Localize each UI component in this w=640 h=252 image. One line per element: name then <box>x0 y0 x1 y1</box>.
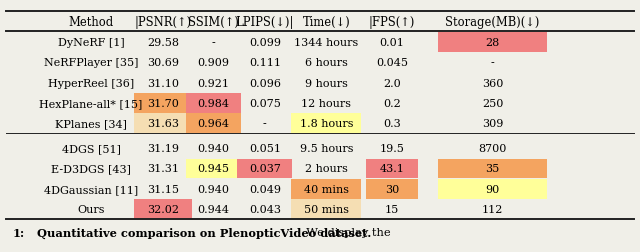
Bar <box>367 159 418 179</box>
Bar <box>134 199 192 219</box>
Text: 4DGaussian [11]: 4DGaussian [11] <box>44 184 138 194</box>
Text: 0.099: 0.099 <box>249 38 281 48</box>
Text: 0.3: 0.3 <box>383 119 401 129</box>
Text: E-D3DGS [43]: E-D3DGS [43] <box>51 164 131 174</box>
Text: 9 hours: 9 hours <box>305 78 348 88</box>
Text: 8700: 8700 <box>478 143 507 153</box>
Text: DyNeRF [1]: DyNeRF [1] <box>58 38 124 48</box>
Text: 6 hours: 6 hours <box>305 58 348 68</box>
Text: HexPlane-all* [15]: HexPlane-all* [15] <box>40 99 143 109</box>
Text: |PSNR(↑): |PSNR(↑) <box>134 16 192 29</box>
Text: 29.58: 29.58 <box>147 38 179 48</box>
Text: 0.984: 0.984 <box>197 99 229 109</box>
Text: 0.940: 0.940 <box>197 143 229 153</box>
Text: 0.940: 0.940 <box>197 184 229 194</box>
Text: 0.037: 0.037 <box>249 164 281 174</box>
Text: KPlanes [34]: KPlanes [34] <box>55 119 127 129</box>
Text: 31.31: 31.31 <box>147 164 179 174</box>
Text: 31.10: 31.10 <box>147 78 179 88</box>
Text: 0.909: 0.909 <box>197 58 229 68</box>
Text: 30.69: 30.69 <box>147 58 179 68</box>
Text: 31.70: 31.70 <box>147 99 179 109</box>
Text: 112: 112 <box>482 204 503 214</box>
Bar <box>367 179 418 199</box>
Bar <box>134 114 192 134</box>
Text: 1.8 hours: 1.8 hours <box>300 119 353 129</box>
Text: 15: 15 <box>385 204 399 214</box>
Text: 31.19: 31.19 <box>147 143 179 153</box>
Bar <box>291 199 362 219</box>
Text: 40 mins: 40 mins <box>304 184 349 194</box>
Text: 0.964: 0.964 <box>197 119 229 129</box>
Text: Time(↓): Time(↓) <box>302 16 350 29</box>
Text: 360: 360 <box>482 78 503 88</box>
Text: 0.051: 0.051 <box>249 143 281 153</box>
Text: 31.15: 31.15 <box>147 184 179 194</box>
Bar <box>186 159 241 179</box>
Text: 0.111: 0.111 <box>249 58 281 68</box>
Text: 2.0: 2.0 <box>383 78 401 88</box>
Text: 0.045: 0.045 <box>376 58 408 68</box>
Text: 9.5 hours: 9.5 hours <box>300 143 353 153</box>
Text: 0.01: 0.01 <box>380 38 404 48</box>
Text: 2 hours: 2 hours <box>305 164 348 174</box>
Text: 43.1: 43.1 <box>380 164 404 174</box>
Text: 0.2: 0.2 <box>383 99 401 109</box>
Text: -: - <box>491 58 494 68</box>
Text: 0.096: 0.096 <box>249 78 281 88</box>
Text: 90: 90 <box>485 184 500 194</box>
Text: |FPS(↑): |FPS(↑) <box>369 16 415 29</box>
Text: 0.944: 0.944 <box>197 204 229 214</box>
Text: 50 mins: 50 mins <box>304 204 349 214</box>
Text: 0.945: 0.945 <box>197 164 229 174</box>
Text: 1344 hours: 1344 hours <box>294 38 358 48</box>
Text: 0.921: 0.921 <box>197 78 229 88</box>
Text: Storage(MB)(↓): Storage(MB)(↓) <box>445 16 540 29</box>
Text: Ours: Ours <box>77 204 105 214</box>
Bar <box>134 94 192 113</box>
Text: 250: 250 <box>482 99 503 109</box>
Text: 0.049: 0.049 <box>249 184 281 194</box>
Text: -: - <box>263 119 267 129</box>
Bar <box>237 159 292 179</box>
Text: NeRFPlayer [35]: NeRFPlayer [35] <box>44 58 138 68</box>
Text: 309: 309 <box>482 119 503 129</box>
Text: 0.043: 0.043 <box>249 204 281 214</box>
Text: 28: 28 <box>485 38 500 48</box>
Bar <box>291 179 362 199</box>
Text: HyperReel [36]: HyperReel [36] <box>48 78 134 88</box>
Bar <box>438 179 547 199</box>
Bar <box>186 114 241 134</box>
Text: LPIPS(↓)|: LPIPS(↓)| <box>236 16 294 29</box>
Bar <box>291 114 362 134</box>
Text: -: - <box>211 38 215 48</box>
Text: Quantitative comparison on PlenopticVideo dataset.: Quantitative comparison on PlenopticVide… <box>36 227 371 238</box>
Text: Method: Method <box>68 16 114 29</box>
Text: 4DGS [51]: 4DGS [51] <box>61 143 120 153</box>
Text: SSIM(↑): SSIM(↑) <box>188 16 239 29</box>
Bar <box>438 33 547 53</box>
Text: We display the: We display the <box>299 228 390 237</box>
Text: 1:: 1: <box>13 227 25 238</box>
Text: 0.075: 0.075 <box>249 99 281 109</box>
Text: 12 hours: 12 hours <box>301 99 351 109</box>
Text: 31.63: 31.63 <box>147 119 179 129</box>
Text: 35: 35 <box>485 164 500 174</box>
Bar <box>186 94 241 113</box>
Text: 32.02: 32.02 <box>147 204 179 214</box>
Bar <box>438 159 547 179</box>
Text: 19.5: 19.5 <box>380 143 404 153</box>
Text: 30: 30 <box>385 184 399 194</box>
